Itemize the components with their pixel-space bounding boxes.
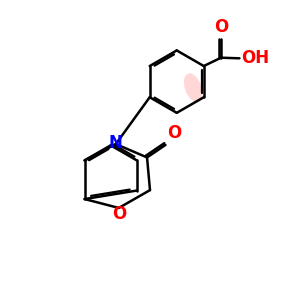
Text: O: O [167,124,181,142]
Text: N: N [109,134,123,152]
Text: OH: OH [241,49,269,67]
Text: O: O [214,18,228,36]
Ellipse shape [184,73,202,102]
Text: O: O [112,205,126,223]
